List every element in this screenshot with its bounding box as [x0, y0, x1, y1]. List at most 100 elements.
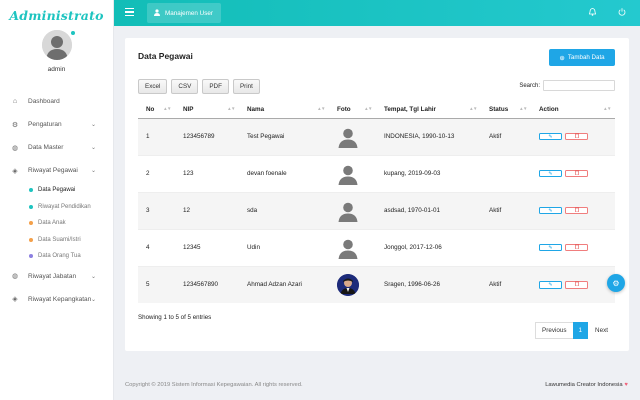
page-title: Data Pegawai — [138, 51, 193, 61]
submenu-item-riwayat-pendidikan[interactable]: Riwayat Pendidikan — [0, 199, 114, 216]
sort-icon: ▲▼ — [317, 106, 325, 111]
cell-action: ✎ — [531, 117, 615, 155]
cell-tempat: Sragen, 1996-06-26 — [376, 265, 481, 303]
settings-fab-gear-icon[interactable]: ⚙ — [607, 274, 625, 292]
default-avatar-icon — [337, 237, 359, 259]
column-header-tempat[interactable]: Tempat, Tgl Lahir ▲▼ — [376, 101, 481, 119]
sidebar-menu: ⌂ Dashboard ⚙ Pengaturan ⌄ ◍ Data Master ⌄ ◈ Riwa… — [0, 90, 114, 311]
column-header-nip[interactable]: NIP ▲▼ — [175, 101, 239, 119]
cell-nama: Test Pegawai — [239, 117, 329, 155]
search-label: Search: — [519, 82, 540, 89]
chevron-down-icon: ⌄ — [90, 122, 96, 128]
column-header-status[interactable]: Status ▲▼ — [481, 101, 531, 119]
footer-copyright: Copyright © 2019 Sistem Informasi Kepega… — [125, 382, 303, 388]
print-button[interactable]: Print — [232, 79, 260, 94]
cell-foto — [329, 154, 376, 192]
location-icon: ◍ — [11, 144, 19, 152]
cell-foto — [329, 228, 376, 266]
column-header-label: Status — [489, 105, 509, 113]
delete-button[interactable] — [565, 281, 588, 289]
default-avatar-icon — [337, 126, 359, 148]
action-buttons: ✎ — [539, 169, 615, 178]
notification-bell-icon[interactable] — [588, 8, 597, 18]
sidebar-item-riwayat-pegawai[interactable]: ◈ Riwayat Pegawai ⌄ — [0, 159, 114, 182]
bullet-dot-icon — [29, 188, 33, 193]
column-header-label: Tempat, Tgl Lahir — [384, 105, 437, 113]
cell-nip: 1234567890 — [175, 265, 239, 303]
cell-no: 3 — [138, 191, 175, 229]
trash-icon — [574, 133, 579, 140]
delete-button[interactable] — [565, 169, 588, 178]
sidebar-item-label: Pengaturan — [28, 121, 62, 128]
default-avatar-icon — [337, 200, 359, 222]
sidebar-item-riwayat-jabatan[interactable]: ◍ Riwayat Jabatan ⌄ — [0, 265, 114, 288]
cell-nip: 12345 — [175, 228, 239, 266]
pencil-icon: ✎ — [548, 170, 553, 177]
submenu-item-label: Data Orang Tua — [38, 253, 81, 260]
brand-title[interactable]: Administrato — [9, 7, 104, 23]
cell-status: Aktif — [481, 191, 531, 229]
delete-button[interactable] — [565, 132, 588, 141]
tab-manajemen-user[interactable]: Manajemen User — [147, 3, 221, 23]
table-row: 1 123456789 Test Pegawai INDONESIA, 1990-10… — [138, 117, 615, 155]
column-header-foto[interactable]: Foto ▲▼ — [329, 101, 376, 119]
sidebar-item-label: Riwayat Kepangkatan — [28, 295, 92, 303]
employee-photo — [337, 273, 359, 296]
add-data-button[interactable]: ⊕ Tambah Data — [549, 49, 615, 66]
cell-nama: Udin — [239, 228, 329, 266]
delete-button[interactable] — [565, 243, 588, 252]
sidebar-item-riwayat-kepangkatan[interactable]: ◈ Riwayat Kepangkatan ⌄ — [0, 288, 114, 311]
username: admin — [47, 66, 66, 73]
footer-credit[interactable]: Lawumedia Creator Indonesia ♥ — [545, 382, 628, 388]
column-header-action[interactable]: Action ▲▼ — [531, 101, 615, 119]
delete-button[interactable] — [565, 206, 588, 215]
edit-button[interactable]: ✎ — [539, 281, 562, 289]
sidebar-item-dashboard[interactable]: ⌂ Dashboard — [0, 90, 114, 113]
cell-no: 2 — [138, 154, 175, 192]
chevron-down-icon: ⌄ — [90, 168, 96, 174]
chevron-down-icon: ⌄ — [90, 273, 96, 280]
submenu-item-data-orang-tua[interactable]: Data Orang Tua — [0, 248, 114, 265]
column-header-nama[interactable]: Nama ▲▼ — [239, 101, 329, 119]
action-buttons: ✎ — [539, 243, 615, 252]
menu-toggle-icon[interactable] — [125, 8, 134, 16]
power-icon[interactable] — [618, 8, 626, 18]
add-data-label: Tambah Data — [567, 54, 605, 61]
submenu-item-label: Riwayat Pendidikan — [38, 203, 91, 210]
submenu-item-data-suami-istri[interactable]: Data Suami/Istri — [0, 232, 114, 249]
cell-tempat: INDONESIA, 1990-10-13 — [376, 117, 481, 155]
avatar[interactable] — [41, 30, 75, 60]
footer-credit-text: Lawumedia Creator Indonesia — [545, 382, 623, 388]
sidebar-item-label: Riwayat Pegawai — [28, 167, 78, 174]
plus-circle-icon: ⊕ — [559, 54, 565, 62]
submenu-item-data-anak[interactable]: Data Anak — [0, 215, 114, 232]
brand-logo[interactable]: Administrato — [0, 0, 113, 30]
search-input[interactable] — [543, 80, 615, 91]
edit-button[interactable]: ✎ — [539, 243, 562, 252]
trash-icon — [574, 281, 579, 288]
submenu-item-data-pegawai[interactable]: Data Pegawai — [0, 182, 114, 199]
action-buttons: ✎ — [539, 132, 615, 141]
sidebar-item-pengaturan[interactable]: ⚙ Pengaturan ⌄ — [0, 113, 114, 136]
next-page-button[interactable]: Next — [595, 327, 608, 334]
pencil-icon: ✎ — [548, 281, 553, 288]
pdf-button[interactable]: PDF — [202, 79, 229, 94]
sidebar-item-data-master[interactable]: ◍ Data Master ⌄ — [0, 136, 114, 159]
csv-button[interactable]: CSV — [171, 79, 199, 94]
edit-button[interactable]: ✎ — [539, 206, 562, 215]
column-header-label: Action — [539, 105, 559, 113]
default-avatar-icon — [337, 163, 359, 185]
sort-icon: ▲▼ — [364, 106, 372, 111]
previous-page-button[interactable]: Previous — [535, 322, 573, 339]
column-header-no[interactable]: No ▲▼ — [138, 101, 175, 119]
cell-tempat: asdsad, 1970-01-01 — [376, 191, 481, 229]
table-row: 4 12345 Udin Jonggol, 2017-12-06 ✎ — [138, 228, 615, 266]
cell-tempat: kupang, 2019-09-03 — [376, 154, 481, 192]
avatar-image — [41, 30, 72, 60]
edit-button[interactable]: ✎ — [539, 132, 562, 141]
cell-action: ✎ — [531, 265, 615, 303]
excel-button[interactable]: Excel — [138, 79, 168, 94]
current-page-button[interactable]: 1 — [572, 322, 589, 339]
edit-button[interactable]: ✎ — [539, 169, 562, 178]
cell-nama: devan foenale — [239, 154, 329, 192]
